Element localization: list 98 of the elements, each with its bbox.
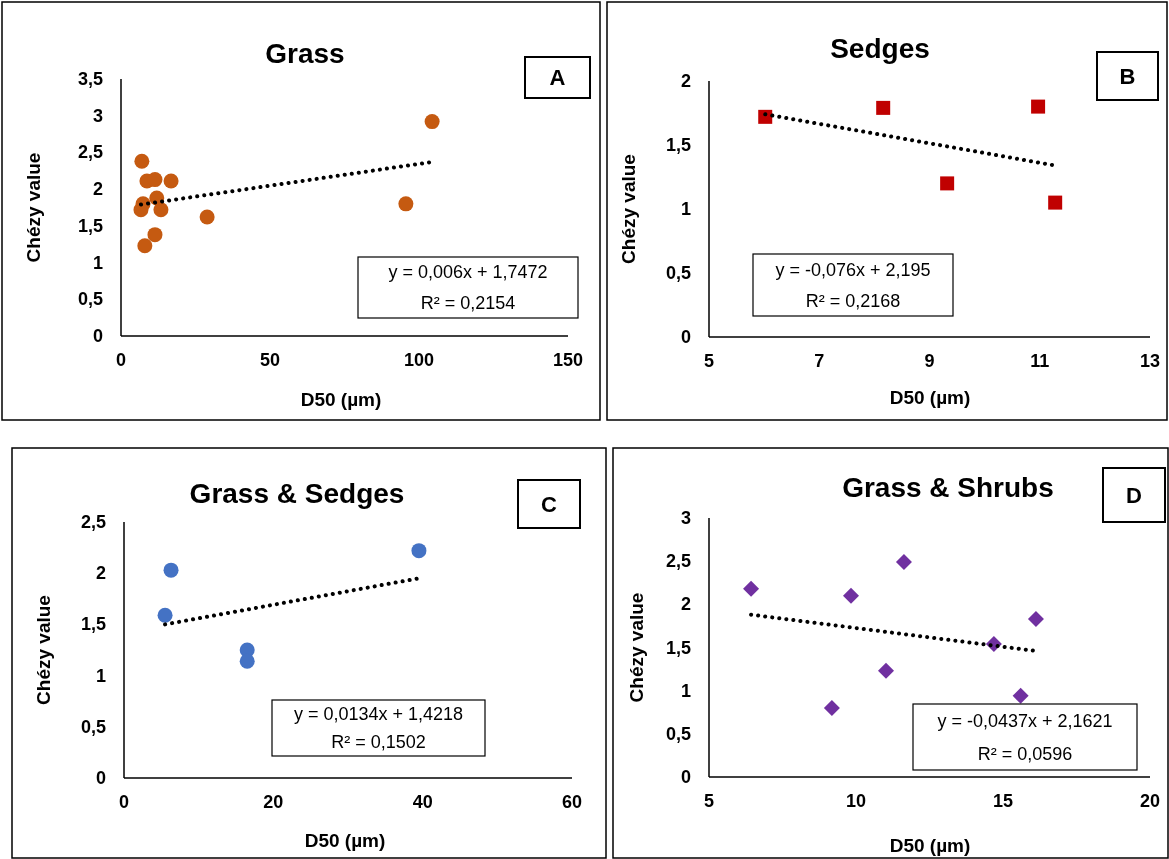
y-tick-label: 0 bbox=[95, 768, 106, 788]
y-tick-label: 1 bbox=[95, 665, 106, 686]
point bbox=[758, 109, 773, 124]
point bbox=[411, 543, 427, 559]
x-tick-label: 7 bbox=[814, 351, 825, 371]
x-tick-label: 5 bbox=[703, 791, 715, 811]
point bbox=[163, 562, 179, 578]
y-tick-label: 3 bbox=[92, 105, 103, 126]
panel-letter-box: D bbox=[1102, 467, 1166, 523]
y-tick-label: 2,5 bbox=[665, 551, 691, 572]
x-tick-label: 10 bbox=[845, 791, 867, 811]
y-tick-label: 0 bbox=[680, 327, 691, 347]
x-tick-label: 0 bbox=[118, 792, 130, 812]
x-tick-label: 13 bbox=[1139, 351, 1161, 371]
y-axis-title: Chézy value bbox=[32, 595, 54, 705]
point bbox=[424, 114, 440, 130]
annotation: R² = 0,0596 bbox=[977, 743, 1073, 764]
y-axis-title: Chézy value bbox=[22, 152, 44, 263]
y-tick-label: 1 bbox=[680, 199, 691, 219]
x-tick-label: 60 bbox=[561, 792, 583, 812]
y-tick-label: 3 bbox=[680, 508, 691, 528]
y-tick-label: 0 bbox=[92, 326, 103, 346]
annotation: R² = 0,1502 bbox=[331, 732, 426, 752]
x-axis-title: D50 (µm) bbox=[300, 388, 382, 410]
x-tick-label: 11 bbox=[1030, 351, 1050, 371]
y-tick-label: 1,5 bbox=[77, 215, 103, 236]
point bbox=[1031, 99, 1046, 114]
y-tick-label: 0,5 bbox=[665, 723, 691, 744]
y-tick-label: 2 bbox=[680, 71, 691, 91]
x-tick-label: 20 bbox=[263, 792, 284, 812]
annotation: B bbox=[1119, 63, 1136, 89]
point bbox=[153, 202, 169, 218]
point bbox=[843, 587, 859, 604]
x-axis-title: D50 (µm) bbox=[889, 386, 971, 408]
y-axis-title: Chézy value bbox=[617, 154, 639, 264]
point bbox=[163, 173, 179, 189]
chart-title: Grass & Sedges bbox=[189, 477, 405, 509]
annotation: R² = 0,2154 bbox=[420, 292, 516, 313]
y-tick-label: 1,5 bbox=[665, 135, 691, 155]
x-tick-label: 100 bbox=[403, 350, 435, 370]
panel-letter-box: C bbox=[517, 479, 581, 529]
point bbox=[157, 607, 173, 623]
panel-letter-box: A bbox=[524, 56, 591, 99]
point bbox=[940, 176, 955, 191]
y-axis-title: Chézy value bbox=[625, 592, 647, 703]
y-tick-label: 1 bbox=[92, 252, 103, 273]
panel-letter-box: B bbox=[1096, 51, 1159, 101]
equation-box: y = 0,006x + 1,7472 R² = 0,2154 bbox=[357, 256, 579, 319]
point bbox=[876, 100, 891, 115]
y-tick-label: 1 bbox=[680, 680, 691, 701]
point bbox=[1012, 687, 1029, 704]
y-tick-label: 0,5 bbox=[77, 289, 103, 310]
x-axis-title: D50 (µm) bbox=[304, 829, 386, 851]
annotation: y = 0,0134x + 1,4218 bbox=[293, 704, 464, 724]
equation-box: y = -0,076x + 2,195 R² = 0,2168 bbox=[752, 253, 954, 317]
x-axis-title: D50 (µm) bbox=[889, 834, 971, 856]
point bbox=[137, 238, 153, 254]
chart-title: Grass & Shrubs bbox=[842, 471, 1054, 503]
point bbox=[133, 202, 149, 218]
y-tick-label: 2 bbox=[92, 179, 103, 200]
y-tick-label: 0,5 bbox=[80, 716, 106, 737]
y-tick-label: 2,5 bbox=[77, 142, 103, 163]
y-tick-label: 3,5 bbox=[77, 69, 103, 89]
x-tick-label: 20 bbox=[1139, 791, 1161, 811]
point bbox=[1048, 195, 1063, 210]
point bbox=[743, 580, 760, 597]
y-tick-label: 0 bbox=[680, 767, 691, 787]
x-tick-label: 15 bbox=[992, 791, 1014, 811]
point bbox=[134, 153, 150, 169]
point bbox=[239, 653, 255, 669]
y-tick-label: 2 bbox=[680, 594, 691, 615]
y-tick-label: 2,5 bbox=[80, 512, 106, 532]
equation-box: y = 0,0134x + 1,4218 R² = 0,1502 bbox=[271, 699, 486, 757]
y-tick-label: 1,5 bbox=[80, 614, 106, 635]
x-tick-label: 0 bbox=[115, 350, 127, 370]
y-tick-label: 1,5 bbox=[665, 637, 691, 658]
point bbox=[398, 196, 414, 212]
x-tick-label: 40 bbox=[412, 792, 433, 812]
annotation: y = 0,006x + 1,7472 bbox=[388, 262, 548, 283]
annotation: y = -0,076x + 2,195 bbox=[775, 259, 931, 280]
y-tick-label: 0,5 bbox=[665, 263, 691, 283]
point bbox=[147, 227, 163, 243]
x-tick-label: 150 bbox=[552, 350, 584, 370]
annotation: y = -0,0437x + 2,1621 bbox=[937, 710, 1113, 731]
annotation: A bbox=[549, 65, 566, 90]
y-tick-label: 2 bbox=[95, 563, 106, 584]
x-tick-label: 5 bbox=[703, 351, 715, 371]
point bbox=[1027, 611, 1044, 628]
chart-title: Sedges bbox=[830, 32, 930, 64]
point bbox=[877, 662, 894, 679]
point bbox=[895, 554, 912, 571]
annotation: R² = 0,2168 bbox=[805, 290, 901, 311]
point bbox=[823, 699, 840, 716]
point bbox=[199, 209, 215, 225]
x-tick-label: 9 bbox=[924, 351, 935, 371]
equation-box: y = -0,0437x + 2,1621 R² = 0,0596 bbox=[912, 703, 1138, 771]
x-tick-label: 50 bbox=[259, 350, 281, 370]
chart-title: Grass bbox=[265, 37, 345, 69]
